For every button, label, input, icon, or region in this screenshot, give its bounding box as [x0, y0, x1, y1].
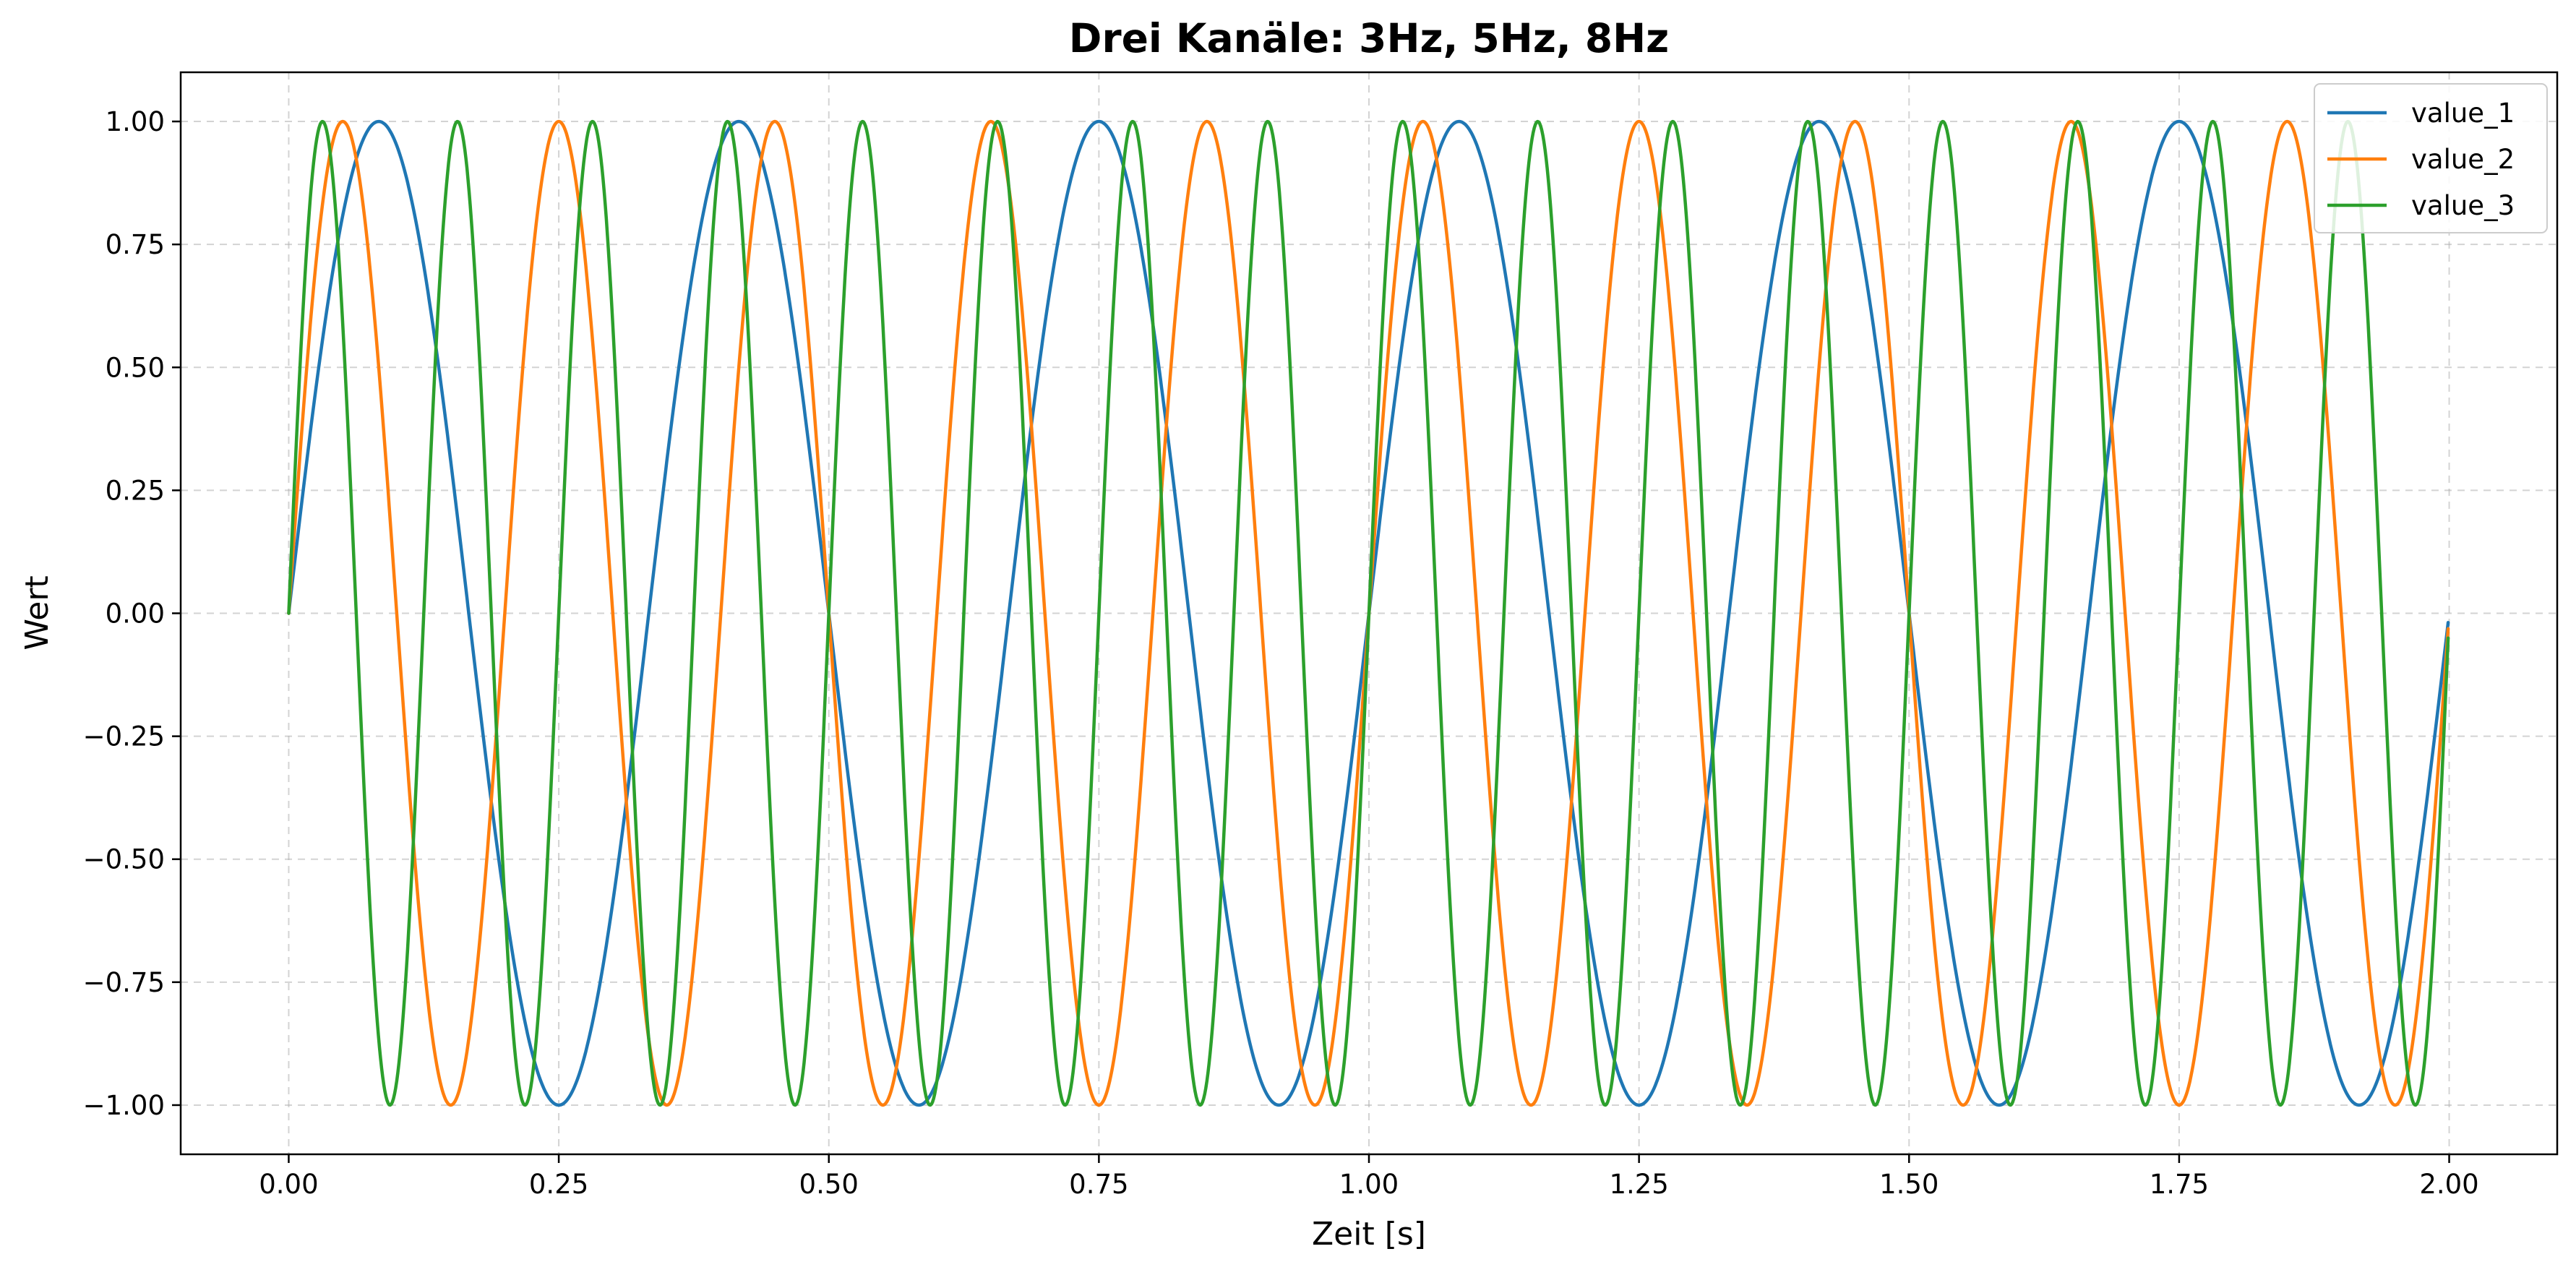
grid: [181, 72, 2557, 1154]
chart-title: Drei Kanäle: 3Hz, 5Hz, 8Hz: [1069, 15, 1669, 61]
y-tick-label: −0.25: [83, 721, 165, 752]
y-axis: −1.00 −0.75 −0.50 −0.25 0.00 0.25 0.50 0.75 1.00: [83, 106, 181, 1121]
y-tick-label: 0.75: [106, 229, 165, 260]
x-tick-label: 0.25: [529, 1169, 588, 1200]
x-axis-label: Zeit [s]: [1312, 1216, 1426, 1253]
x-tick-label: 1.50: [1879, 1169, 1939, 1200]
x-tick-label: 2.00: [2419, 1169, 2478, 1200]
y-tick-label: −0.75: [83, 967, 165, 998]
x-tick-label: 0.75: [1069, 1169, 1128, 1200]
x-tick-label: 1.25: [1609, 1169, 1668, 1200]
x-axis: 0.00 0.25 0.50 0.75 1.00 1.25 1.50 1.75 2.00: [259, 1154, 2479, 1200]
y-axis-label: Wert: [19, 575, 56, 650]
x-tick-label: 1.75: [2150, 1169, 2209, 1200]
series-layer: [287, 119, 2450, 1107]
y-tick-label: 1.00: [106, 106, 165, 137]
series-line-value_3: [287, 119, 2450, 1107]
legend-label: value_3: [2411, 190, 2515, 221]
y-tick-label: −0.50: [83, 844, 165, 875]
legend: value_1 value_2 value_3: [2314, 83, 2548, 233]
y-tick-label: −1.00: [83, 1090, 165, 1121]
y-tick-label: 0.25: [106, 475, 165, 506]
x-tick-label: 1.00: [1339, 1169, 1399, 1200]
y-tick-label: 0.00: [106, 598, 165, 630]
y-tick-label: 0.50: [106, 352, 165, 383]
x-tick-label: 0.00: [259, 1169, 318, 1200]
legend-box: [2314, 83, 2548, 233]
legend-label: value_2: [2411, 144, 2515, 175]
x-tick-label: 0.50: [799, 1169, 859, 1200]
legend-label: value_1: [2411, 98, 2515, 129]
